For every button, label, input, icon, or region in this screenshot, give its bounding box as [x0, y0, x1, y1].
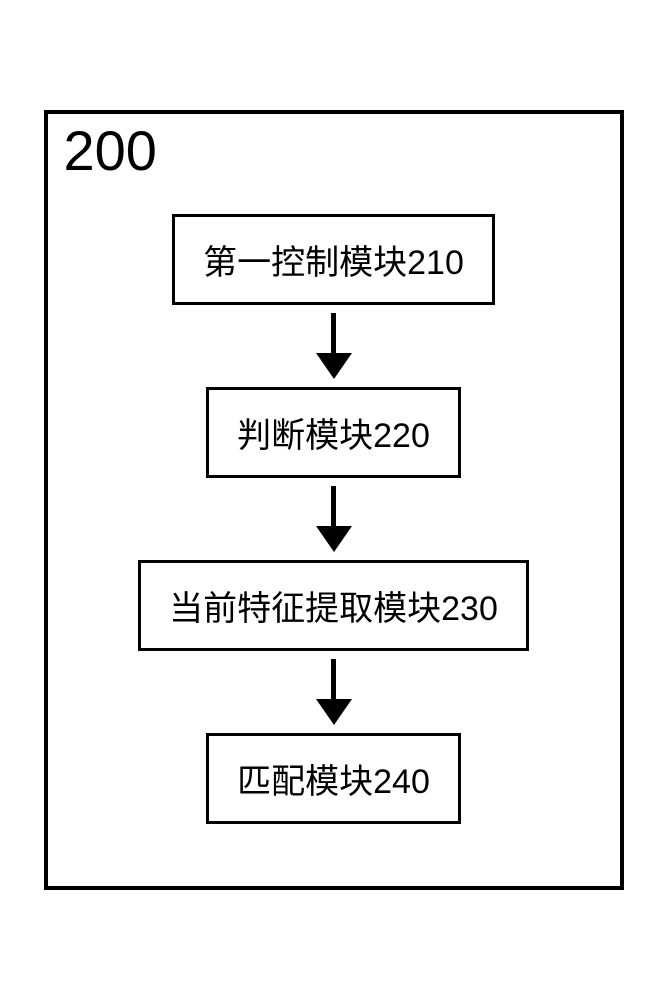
diagram-label: 200: [64, 118, 157, 183]
arrow-1: [316, 313, 352, 379]
flow-node-1: 第一控制模块210: [172, 214, 495, 305]
arrow-head-icon: [316, 353, 352, 379]
arrow-line: [331, 486, 336, 526]
flow-area: 第一控制模块210 判断模块220 当前特征提取模块230 匹配模块240: [88, 214, 580, 824]
flow-node-3: 当前特征提取模块230: [138, 560, 529, 651]
flow-node-2: 判断模块220: [206, 387, 461, 478]
arrow-head-icon: [316, 699, 352, 725]
arrow-line: [331, 659, 336, 699]
arrow-line: [331, 313, 336, 353]
arrow-2: [316, 486, 352, 552]
arrow-3: [316, 659, 352, 725]
flow-node-4: 匹配模块240: [206, 733, 461, 824]
diagram-container: 200 第一控制模块210 判断模块220 当前特征提取模块230 匹配模块24…: [44, 110, 624, 890]
arrow-head-icon: [316, 526, 352, 552]
